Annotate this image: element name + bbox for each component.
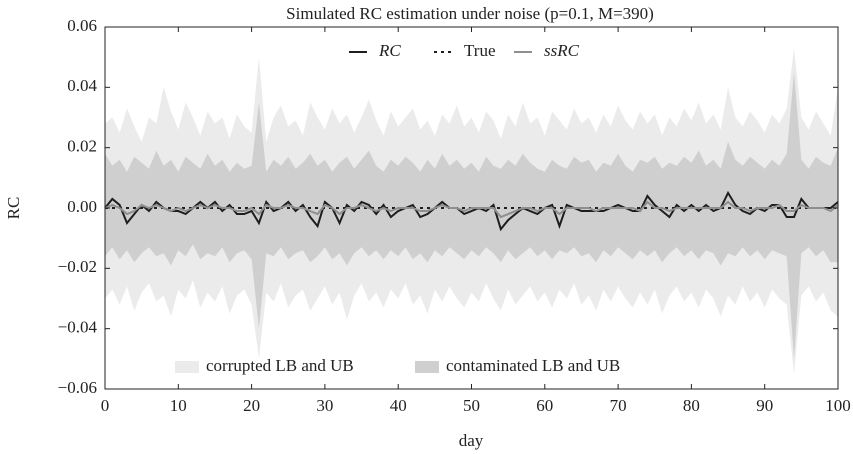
x-tick-label: 90: [756, 396, 773, 415]
y-tick-label: 0.04: [67, 76, 97, 95]
series-line: [104, 190, 839, 232]
x-tick-label: 20: [243, 396, 260, 415]
chart-title: Simulated RC estimation under noise (p=0…: [286, 4, 654, 23]
x-axis-label: day: [459, 431, 484, 450]
y-tick-label: −0.04: [58, 318, 98, 337]
y-tick-label: 0.00: [67, 197, 97, 216]
x-tick-label: 30: [316, 396, 333, 415]
x-tick-label: 60: [536, 396, 553, 415]
x-tick-label: 80: [683, 396, 700, 415]
y-axis-label: RC: [4, 197, 23, 220]
legend-label: True: [464, 41, 496, 60]
x-tick-label: 40: [390, 396, 407, 415]
x-tick-label: 100: [825, 396, 851, 415]
y-tick-label: −0.02: [58, 257, 97, 276]
x-tick-label: 50: [463, 396, 480, 415]
series-line: [104, 200, 839, 219]
legend-label: corrupted LB and UB: [206, 356, 354, 375]
legend-label: ssRC: [544, 41, 580, 60]
y-tick-label: 0.06: [67, 16, 97, 35]
y-tick-label: 0.02: [67, 137, 97, 156]
legend-label: RC: [378, 41, 401, 60]
y-tick-label: −0.06: [58, 378, 97, 397]
legend-swatch: [175, 361, 199, 373]
x-tick-label: 0: [101, 396, 110, 415]
x-tick-label: 70: [610, 396, 627, 415]
band-area: [105, 72, 838, 359]
legend-swatch: [415, 361, 439, 373]
x-tick-label: 10: [170, 396, 187, 415]
legend-label: contaminated LB and UB: [446, 356, 620, 375]
